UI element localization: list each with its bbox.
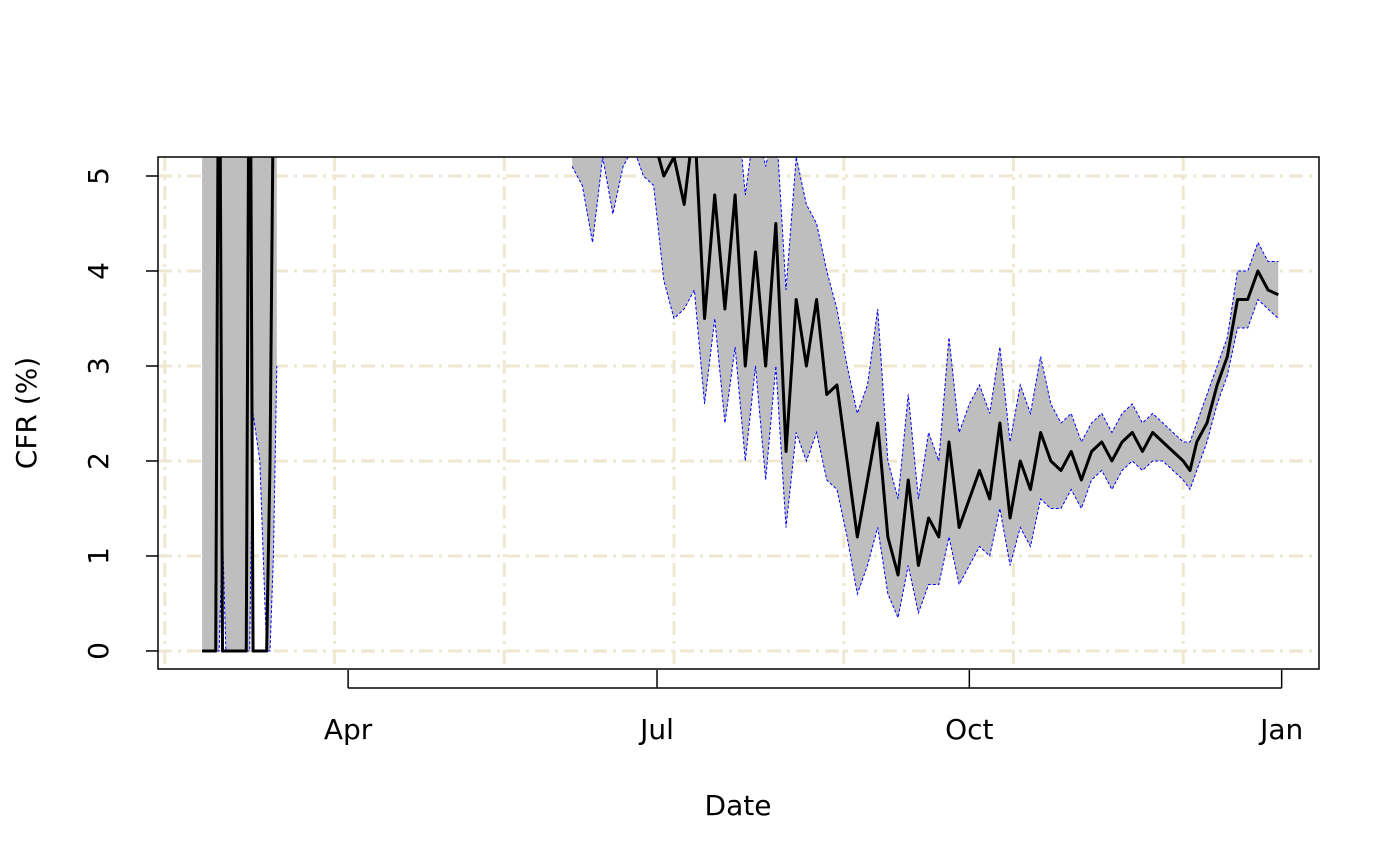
y-tick-label: 2 bbox=[82, 452, 115, 470]
upper-bound bbox=[741, 157, 1279, 500]
x-axis-label: Date bbox=[705, 789, 772, 822]
x-tick-label: Jan bbox=[1258, 713, 1303, 746]
confidence-band bbox=[572, 157, 1279, 618]
x-tick-label: Apr bbox=[324, 713, 373, 746]
estimate-line bbox=[202, 157, 275, 653]
plot-area bbox=[158, 157, 1319, 669]
y-tick-label: 5 bbox=[82, 167, 115, 185]
y-tick-label: 0 bbox=[82, 642, 115, 660]
y-tick-label: 1 bbox=[82, 547, 115, 565]
y-tick-label: 3 bbox=[82, 357, 115, 375]
y-axis-label: CFR (%) bbox=[10, 357, 43, 469]
x-tick-label: Jul bbox=[638, 713, 674, 746]
lower-bound bbox=[571, 157, 1279, 620]
x-tick-label: Oct bbox=[945, 713, 993, 746]
y-tick-label: 4 bbox=[82, 262, 115, 280]
confidence-band bbox=[202, 157, 277, 651]
estimate-line bbox=[657, 157, 1279, 577]
plot-frame bbox=[157, 156, 1320, 670]
